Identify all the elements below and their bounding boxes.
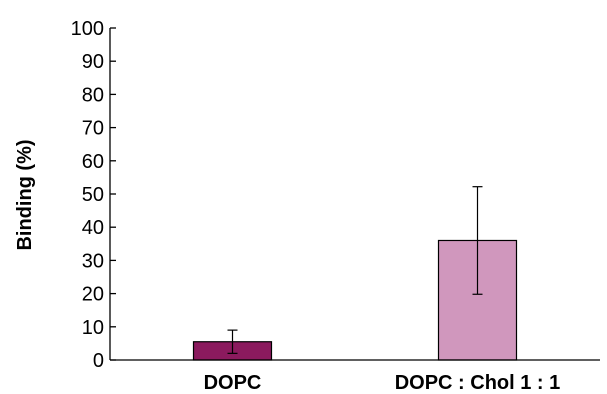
y-tick-label: 90 — [82, 51, 104, 73]
y-tick-label: 100 — [71, 18, 104, 40]
y-axis-title: Binding (%) — [14, 139, 36, 250]
x-tick-label: DOPC — [204, 372, 262, 394]
y-axis: 0 10 20 30 40 50 60 70 80 90 100 — [71, 18, 116, 372]
y-tick-label: 30 — [82, 250, 104, 272]
x-axis-labels: DOPC DOPC : Chol 1 : 1 — [204, 372, 561, 394]
y-tick-label: 20 — [82, 284, 104, 306]
y-tick-label: 50 — [82, 184, 104, 206]
bars — [192, 186, 518, 361]
y-tick-label: 80 — [82, 84, 104, 106]
y-tick-label: 70 — [82, 118, 104, 140]
y-tick-label: 40 — [82, 217, 104, 239]
x-tick-label: DOPC : Chol 1 : 1 — [395, 372, 561, 394]
y-tick-label: 0 — [93, 350, 104, 372]
y-tick-label: 10 — [82, 317, 104, 339]
y-tick-label: 60 — [82, 151, 104, 173]
